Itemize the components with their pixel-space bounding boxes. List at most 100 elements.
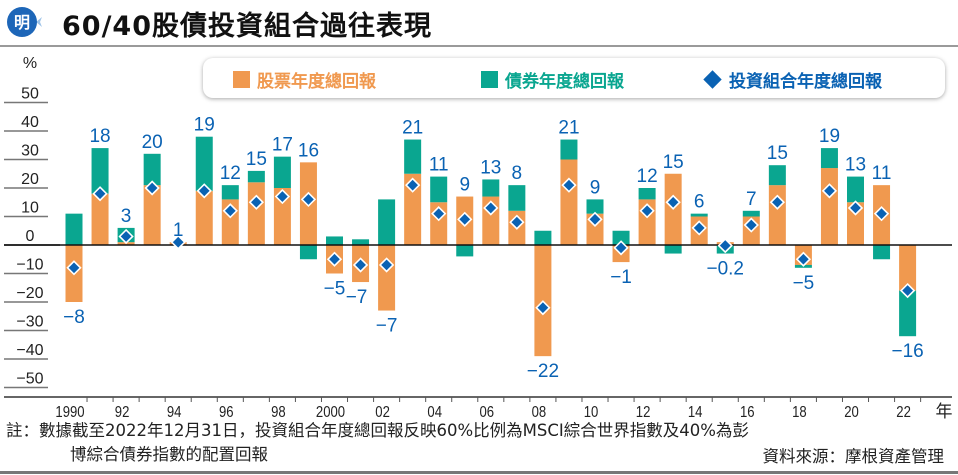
portfolio-marker-1991 [92,186,108,202]
y-tick-label: 30 [21,143,39,160]
bar-bond-2002 [378,199,396,245]
data-label-2013: 15 [663,152,684,173]
y-axis-unit-label: % [23,55,37,72]
data-label-1993: 20 [142,132,163,153]
legend-label-portfolio: 投資組合年度總回報 [729,72,882,92]
bar-equity-2009 [560,159,578,245]
data-label-2011: −1 [610,267,632,288]
bar-bond-2013 [664,245,682,254]
portfolio-marker-2013 [665,194,681,210]
source-credit: 資料來源：摩根資產管理 [762,447,945,466]
portfolio-marker-2022 [899,282,916,299]
bar-bond-2001 [352,239,370,245]
portfolio-marker-2004 [431,206,447,222]
bar-bond-2003 [404,139,422,174]
portfolio-marker-1999 [300,191,317,208]
y-tick-label: −40 [16,342,43,359]
bar-bond-2006 [482,179,500,197]
data-label-2004: 11 [429,155,449,176]
data-label-2015: −0.2 [706,259,744,280]
badge-char: 明 [14,13,30,32]
bar-bond-2020 [847,176,864,203]
footnote: 註：數據截至2022年12月31日，投資組合年度總回報反映60%比例為MSCI綜… [6,419,956,467]
data-label-2018: −5 [793,273,815,294]
data-label-1995: 19 [194,115,215,136]
chart-plot: %50403020100−10−20−30−40−50−818320119121… [4,55,953,420]
bar-equity-2022 [899,245,917,291]
portfolio-marker-2011 [613,240,629,256]
data-label-2017: 15 [767,143,788,164]
data-label-2012: 12 [637,166,658,187]
portfolio-marker-2003 [405,177,421,193]
y-tick-label: 20 [21,171,39,188]
y-tick-label: 0 [26,228,35,245]
bar-bond-1991 [91,148,109,194]
x-tick-label: 12 [636,404,651,420]
y-tick-label: 40 [21,114,39,131]
portfolio-marker-1990 [66,260,82,276]
x-tick-label: 06 [480,404,495,420]
bar-bond-1997 [247,170,265,183]
portfolio-marker-2000 [326,251,343,267]
data-label-2000: −5 [324,279,346,300]
bar-bond-2012 [638,188,656,200]
bottom-divider [0,471,958,474]
bar-bond-1996 [221,185,239,200]
x-tick-label: 20 [844,404,859,420]
page-title: 60/40股債投資組合過往表現 [62,11,433,42]
y-tick-label: 50 [21,86,39,103]
legend-label-equity: 股票年度總回報 [257,72,376,92]
data-label-2019: 19 [819,126,840,147]
header: 明 60/40股債投資組合過往表現 [0,0,958,44]
bar-bond-2017 [768,165,786,186]
portfolio-marker-2005 [457,211,473,227]
footnote-line-2: 博綜合債券指數的配置回報 [70,445,268,464]
portfolio-marker-1997 [248,194,264,210]
data-label-2014: 6 [694,192,705,213]
bar-bond-1998 [273,156,291,188]
x-tick-label: 1990 [55,404,84,420]
portfolio-marker-1994 [170,234,186,250]
y-tick-label: 10 [21,200,39,217]
data-label-1991: 18 [89,126,110,147]
data-label-1997: 15 [246,149,267,170]
bar-equity-1997 [247,182,265,245]
portfolio-marker-2021 [873,206,890,222]
bar-equity-1991 [91,193,109,245]
bar-bond-2014 [690,213,708,217]
chart-legend: 股票年度總回報 債券年度總回報 投資組合年度總回報 [203,58,945,98]
x-tick-label: 04 [427,404,442,420]
x-tick-label: 14 [688,404,703,420]
data-label-2020: 13 [845,155,866,176]
bar-equity-2017 [768,185,786,245]
x-tick-label: 2000 [316,404,345,420]
data-label-1998: 17 [272,135,293,156]
bar-bond-1995 [195,136,213,191]
bar-bond-2022 [899,290,917,337]
x-tick-label: 96 [219,404,234,420]
data-label-2001: −7 [346,287,368,308]
bar-bond-2000 [326,236,343,245]
portfolio-marker-1992 [118,228,134,245]
bar-equity-2020 [847,202,864,245]
bar-bond-1993 [143,153,161,186]
bar-bond-2004 [430,176,448,203]
legend-item-equity: 股票年度總回報 [233,67,376,92]
bar-bond-1999 [299,245,317,260]
bar-equity-2019 [820,168,838,245]
footnote-line-1: 註：數據截至2022年12月31日，投資組合年度總回報反映60%比例為MSCI綜… [6,421,749,440]
portfolio-marker-2020 [847,200,864,216]
x-tick-label: 94 [167,404,182,420]
x-tick-label: 22 [896,404,911,420]
bar-bond-1990 [65,213,83,245]
bar-bond-2021 [873,245,891,260]
bar-equity-2003 [404,173,422,245]
portfolio-marker-2017 [769,194,785,210]
data-label-2009: 21 [558,118,579,139]
portfolio-marker-2006 [483,200,499,216]
bar-equity-1995 [195,190,213,245]
data-label-1996: 12 [220,163,241,184]
data-label-2010: 9 [590,177,601,198]
portfolio-marker-2019 [821,183,838,199]
bar-bond-2009 [560,139,578,160]
